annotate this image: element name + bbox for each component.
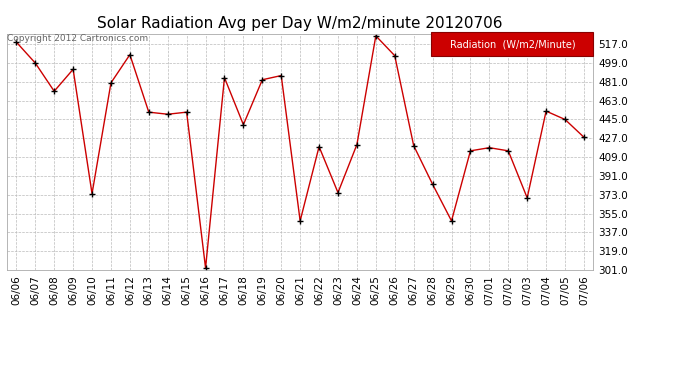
Text: Copyright 2012 Cartronics.com: Copyright 2012 Cartronics.com: [7, 34, 148, 43]
Text: Radiation  (W/m2/Minute): Radiation (W/m2/Minute): [449, 39, 575, 49]
Title: Solar Radiation Avg per Day W/m2/minute 20120706: Solar Radiation Avg per Day W/m2/minute …: [97, 16, 503, 31]
